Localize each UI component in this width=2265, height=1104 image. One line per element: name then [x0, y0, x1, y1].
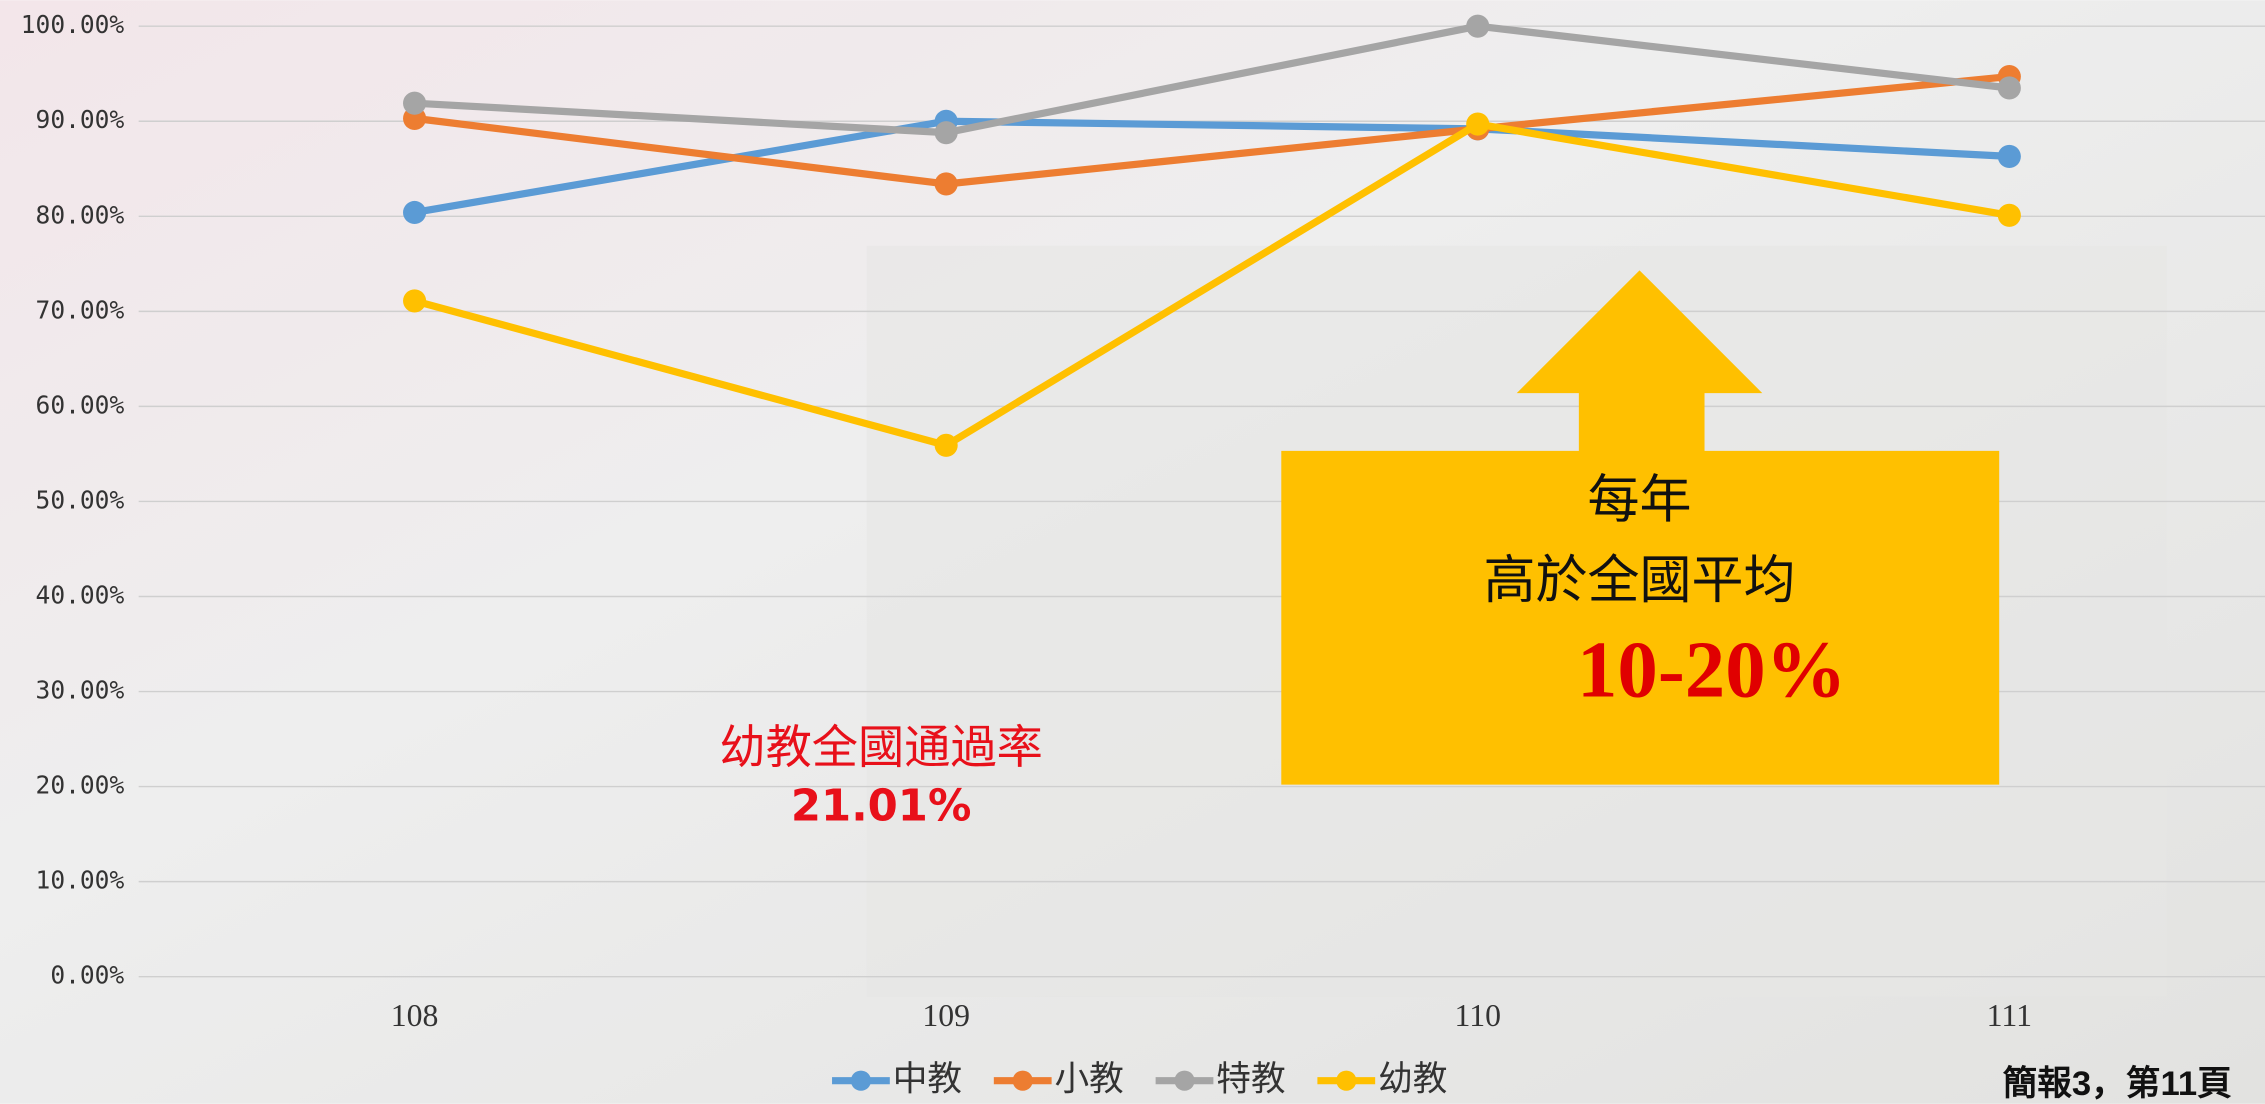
y-tick-label: 50.00%	[36, 485, 125, 514]
x-tick-label: 110	[1454, 998, 1500, 1033]
data-point	[1997, 144, 2021, 168]
data-point	[934, 433, 958, 457]
data-point	[1466, 14, 1490, 38]
page-footer: 簡報3，第11頁	[2003, 1065, 2233, 1103]
callout-line: 每年	[1588, 470, 1692, 530]
y-tick-label: 90.00%	[36, 105, 125, 134]
legend-swatch-dot	[1336, 1070, 1357, 1091]
data-point	[934, 172, 958, 196]
y-tick-label: 0.00%	[50, 961, 124, 990]
data-point	[1997, 76, 2021, 100]
legend-label: 幼教	[1378, 1060, 1447, 1100]
y-tick-label: 80.00%	[36, 200, 125, 229]
x-tick-label: 109	[922, 998, 970, 1033]
legend-label: 小教	[1054, 1060, 1123, 1100]
y-tick-label: 70.00%	[36, 295, 125, 324]
national-label: 幼教全國通過率	[719, 720, 1043, 774]
y-tick-label: 40.00%	[36, 580, 125, 609]
y-tick-label: 10.00%	[36, 866, 125, 895]
series-line	[414, 72, 2010, 188]
y-tick-label: 30.00%	[36, 676, 125, 705]
legend-label: 中教	[893, 1060, 962, 1100]
series-line	[413, 117, 2010, 217]
data-point	[1466, 112, 1490, 136]
callout-arrow-box	[1281, 270, 2000, 785]
national-rate: 21.01%	[791, 782, 971, 832]
x-tick-label: 111	[1987, 998, 2032, 1033]
callout-highlight: 10-20%	[1577, 625, 1847, 714]
data-point	[403, 91, 427, 115]
legend-swatch-dot	[1174, 1070, 1195, 1091]
y-tick-label: 60.00%	[36, 390, 125, 419]
data-point	[934, 121, 958, 145]
data-point	[1997, 203, 2021, 227]
y-tick-label: 20.00%	[36, 771, 125, 800]
series-line	[413, 120, 2010, 449]
y-tick-label: 100.00%	[21, 10, 125, 39]
x-tick-label: 108	[391, 998, 439, 1033]
series-line	[414, 22, 2010, 137]
data-point	[403, 200, 427, 225]
legend-label: 特教	[1216, 1060, 1285, 1100]
callout-line: 高於全國平均	[1484, 551, 1796, 611]
legend-swatch-dot	[1012, 1070, 1033, 1091]
legend-swatch-dot	[850, 1070, 872, 1091]
data-point	[403, 289, 427, 313]
